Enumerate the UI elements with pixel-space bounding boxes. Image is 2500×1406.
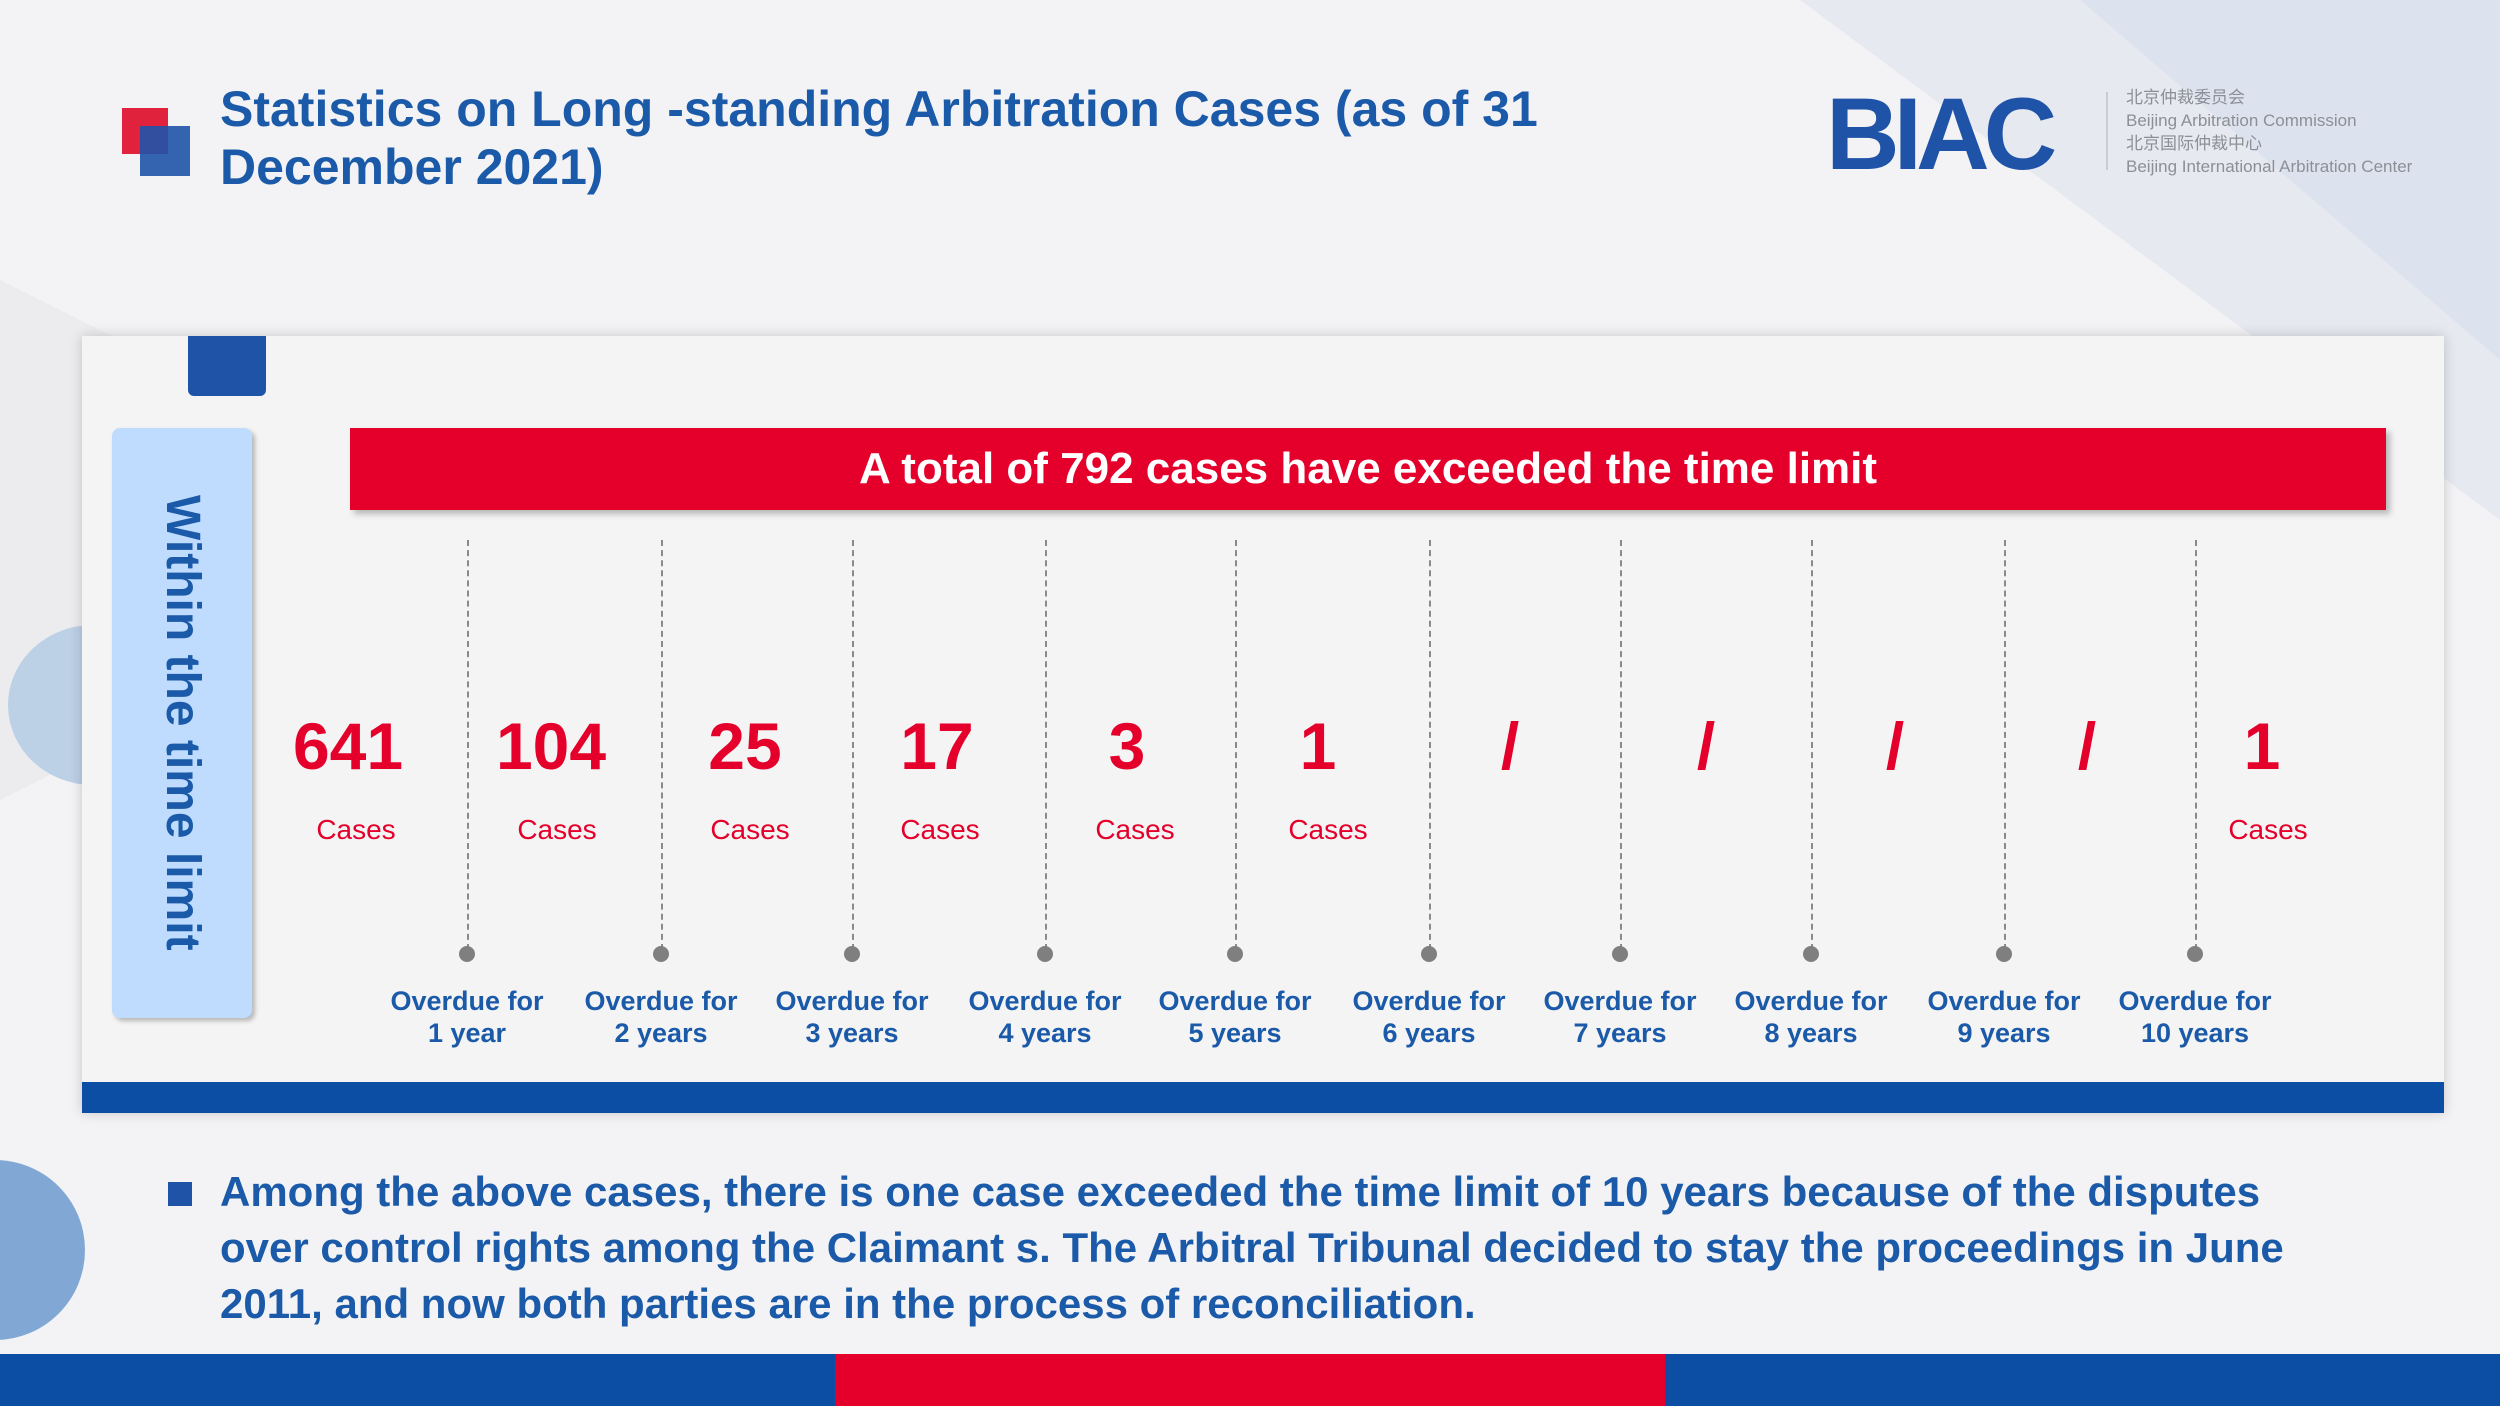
- logo-line-3: 北京国际仲裁中心: [2126, 134, 2262, 153]
- case-count: 104: [495, 709, 607, 783]
- overdue-label-line-2: 10 years: [2140, 1018, 2250, 1048]
- separator-line: [1811, 540, 1813, 950]
- overdue-label-line-1: Overdue for: [1158, 986, 1312, 1016]
- marker-dot: [1612, 946, 1628, 962]
- case-count: /: [1696, 709, 1716, 783]
- logo-line-1: 北京仲裁委员会: [2126, 88, 2245, 107]
- separator-line: [661, 540, 663, 950]
- overdue-label: Overdue for 6 years: [1329, 985, 1529, 1049]
- overdue-label: Overdue for 1 year: [367, 985, 567, 1049]
- marker-dot: [1421, 946, 1437, 962]
- separator-line: [1235, 540, 1237, 950]
- separator-line: [852, 540, 854, 950]
- within-time-limit-text: Within the time limit: [156, 495, 209, 951]
- overdue-label: Overdue for 7 years: [1520, 985, 1720, 1049]
- logo-text: 北京仲裁委员会 Beijing Arbitration Commission 北…: [2126, 86, 2412, 178]
- case-unit: Cases: [316, 814, 396, 845]
- total-banner-text: A total of 792 cases have exceeded the t…: [858, 444, 1878, 493]
- case-count: 1: [2243, 709, 2281, 783]
- case-count: 17: [900, 709, 974, 783]
- separator-line: [2004, 540, 2006, 950]
- overdue-label: Overdue for 8 years: [1711, 985, 1911, 1049]
- title-square-icon: [122, 108, 192, 178]
- marker-dot: [1803, 946, 1819, 962]
- case-count: /: [2077, 709, 2097, 783]
- overdue-label-line-2: 7 years: [1573, 1018, 1667, 1048]
- overdue-label-line-2: 2 years: [614, 1018, 708, 1048]
- case-count: 1: [1299, 709, 1337, 783]
- case-count: /: [1885, 709, 1905, 783]
- overdue-label-line-1: Overdue for: [584, 986, 738, 1016]
- case-unit: Cases: [1288, 814, 1368, 845]
- separator-line: [467, 540, 469, 950]
- marker-dot: [653, 946, 669, 962]
- total-banner: A total of 792 cases have exceeded the t…: [350, 428, 2386, 510]
- case-count: /: [1500, 709, 1520, 783]
- case-count: 25: [708, 709, 782, 783]
- separator-line: [1045, 540, 1047, 950]
- case-unit: Cases: [900, 814, 980, 845]
- blue-square: [140, 126, 190, 176]
- marker-dot: [2187, 946, 2203, 962]
- page-title: Statistics on Long -standing Arbitration…: [220, 81, 1538, 195]
- case-unit: Cases: [517, 814, 597, 845]
- marker-dot: [844, 946, 860, 962]
- separator-line: [1620, 540, 1622, 950]
- overdue-label-line-1: Overdue for: [775, 986, 929, 1016]
- overdue-label-line-2: 8 years: [1764, 1018, 1858, 1048]
- biac-logo: BIAC 北京仲裁委员会 Beijing Arbitration Commiss…: [1826, 77, 2466, 191]
- case-unit: Cases: [2228, 814, 2308, 845]
- overdue-label-line-1: Overdue for: [1734, 986, 1888, 1016]
- footer-band-red: [835, 1354, 1665, 1406]
- case-count: 3: [1108, 709, 1146, 783]
- footnote-text: Among the above cases, there is one case…: [220, 1168, 2284, 1327]
- overdue-label: Overdue for 9 years: [1904, 985, 2104, 1049]
- background-shape: [2080, 0, 2500, 360]
- marker-dot: [459, 946, 475, 962]
- overdue-label: Overdue for 10 years: [2095, 985, 2295, 1049]
- logo-divider: [2106, 92, 2108, 170]
- footer-band-blue: [0, 1354, 835, 1406]
- case-count: 641: [292, 709, 404, 783]
- overdue-label-line-2: 9 years: [1957, 1018, 2051, 1048]
- overdue-label-line-1: Overdue for: [1352, 986, 1506, 1016]
- marker-dot: [1037, 946, 1053, 962]
- overdue-label-line-2: 4 years: [998, 1018, 1092, 1048]
- decorative-circle: [0, 1160, 85, 1340]
- overdue-label-line-2: 1 year: [427, 1018, 507, 1048]
- within-time-limit-label: Within the time limit: [112, 428, 252, 1018]
- overdue-label-line-2: 6 years: [1382, 1018, 1476, 1048]
- overdue-label-line-2: 3 years: [805, 1018, 899, 1048]
- panel-tab: [188, 336, 266, 396]
- overdue-label: Overdue for 2 years: [561, 985, 761, 1049]
- overdue-label: Overdue for 3 years: [752, 985, 952, 1049]
- marker-dot: [1227, 946, 1243, 962]
- panel-bottom-bar: [82, 1082, 2444, 1113]
- overdue-label-line-1: Overdue for: [2118, 986, 2272, 1016]
- overdue-label-line-2: 5 years: [1188, 1018, 1282, 1048]
- marker-dot: [1996, 946, 2012, 962]
- logo-line-4: Beijing International Arbitration Center: [2126, 157, 2413, 176]
- separator-line: [1429, 540, 1431, 950]
- case-unit: Cases: [710, 814, 790, 845]
- overdue-label-line-1: Overdue for: [1927, 986, 2081, 1016]
- overdue-label-line-1: Overdue for: [968, 986, 1122, 1016]
- logo-mark: BIAC: [1826, 77, 2057, 191]
- bullet-icon: [168, 1182, 192, 1206]
- separator-line: [2195, 540, 2197, 950]
- logo-line-2: Beijing Arbitration Commission: [2126, 111, 2357, 130]
- case-unit: Cases: [1095, 814, 1175, 845]
- footer-band-blue: [1665, 1354, 2500, 1406]
- overdue-label: Overdue for 5 years: [1135, 985, 1335, 1049]
- overdue-label: Overdue for 4 years: [945, 985, 1145, 1049]
- overdue-label-line-1: Overdue for: [1543, 986, 1697, 1016]
- overdue-label-line-1: Overdue for: [390, 986, 544, 1016]
